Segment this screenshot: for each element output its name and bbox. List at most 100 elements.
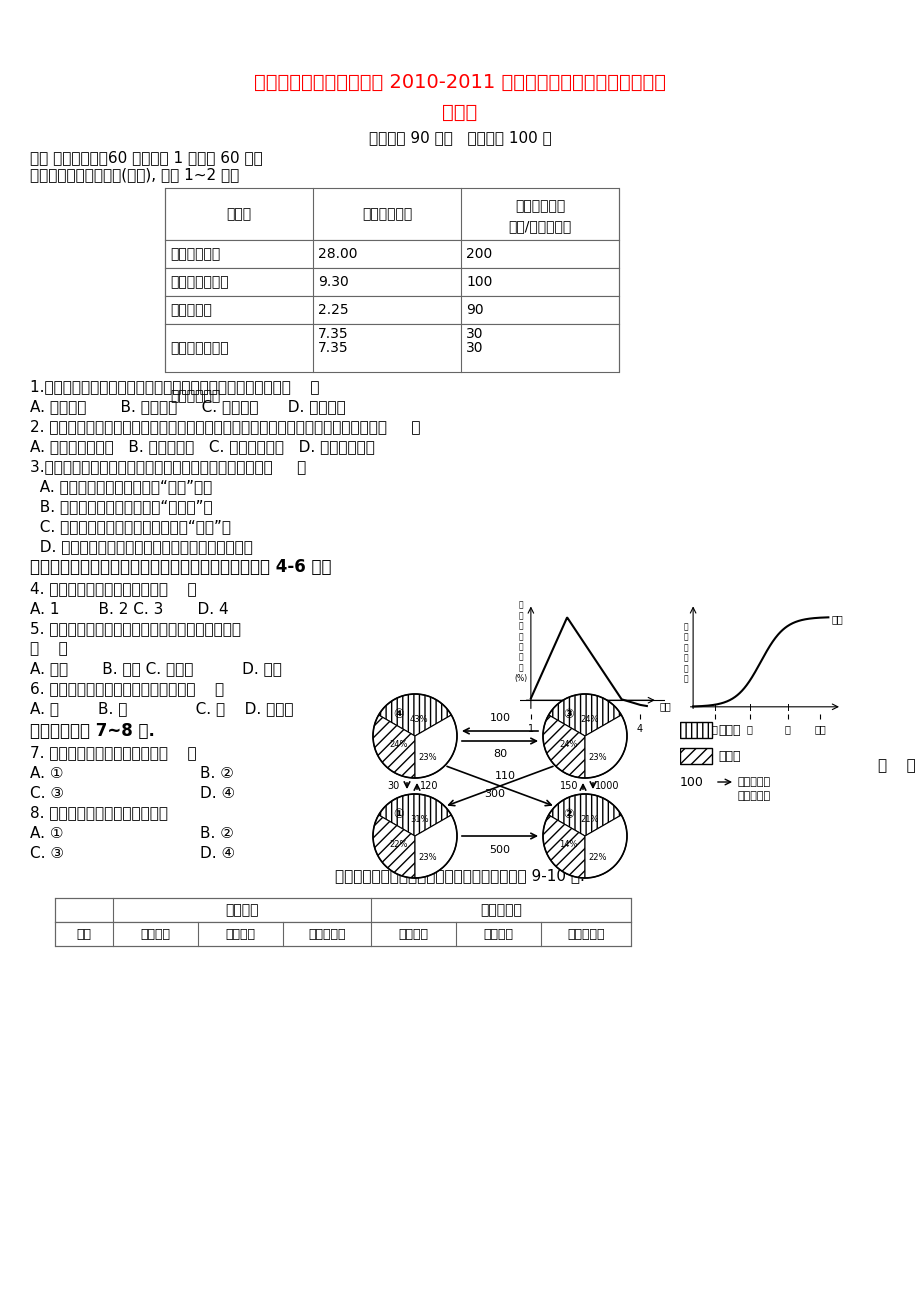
Text: 21%: 21%	[579, 815, 597, 824]
Text: 出生率: 出生率	[717, 724, 740, 737]
Text: 合理人口容量: 合理人口容量	[361, 207, 412, 221]
Text: 合理人口密度: 合理人口密度	[515, 199, 564, 214]
Wedge shape	[414, 715, 457, 779]
Text: 200: 200	[466, 247, 492, 260]
Text: 城市人口: 城市人口	[141, 927, 170, 940]
Wedge shape	[584, 815, 627, 878]
Text: 150: 150	[559, 781, 578, 792]
Text: B. ②: B. ②	[199, 825, 233, 841]
Text: 4. 该国人口达到顶峰的时间为（    ）: 4. 该国人口达到顶峰的时间为（ ）	[30, 582, 197, 596]
Text: 3.下列关于目前世界人口增长增长模式的叙述，正确的是（     ）: 3.下列关于目前世界人口增长增长模式的叙述，正确的是（ ）	[30, 460, 306, 474]
Text: A. 亚热带季风气候   B. 地中海气候   C. 温带季风气候   D. 热带雨林气候: A. 亚热带季风气候 B. 地中海气候 C. 温带季风气候 D. 热带雨林气候	[30, 440, 374, 454]
Text: 24%: 24%	[579, 715, 597, 724]
Text: 100: 100	[679, 776, 703, 789]
Text: A. ①: A. ①	[30, 825, 63, 841]
Text: 43%: 43%	[410, 715, 428, 724]
Bar	[165, 296, 618, 324]
Text: 农村人口: 农村人口	[225, 927, 255, 940]
Text: 24%: 24%	[389, 740, 407, 749]
Text: 120: 120	[419, 781, 437, 792]
Wedge shape	[414, 815, 457, 878]
Text: ③: ③	[562, 708, 573, 721]
Text: 城市人口比: 城市人口比	[308, 927, 346, 940]
Text: 农村人口: 农村人口	[483, 927, 513, 940]
Text: 23%: 23%	[587, 753, 607, 762]
Bar	[55, 898, 630, 922]
Wedge shape	[372, 715, 414, 779]
Text: 28.00: 28.00	[318, 247, 357, 260]
Text: 23%: 23%	[418, 753, 437, 762]
Text: 1000: 1000	[594, 781, 618, 792]
Text: 14%: 14%	[559, 840, 577, 849]
Text: A. 社会因素       B. 自然因素     C. 经济因素      D. 技术因素: A. 社会因素 B. 自然因素 C. 经济因素 D. 技术因素	[30, 400, 346, 414]
Bar	[165, 324, 618, 372]
Text: 年份: 年份	[76, 927, 91, 940]
Text: 2. 按表格推算下列气候类型所在地区，远没有达到合理人口容量和合理人口密度的是（     ）: 2. 按表格推算下列气候类型所在地区，远没有达到合理人口容量和合理人口密度的是（…	[30, 419, 420, 435]
Text: 100: 100	[489, 713, 510, 723]
Bar	[679, 749, 711, 764]
Text: 时间: 时间	[659, 700, 671, 711]
Text: 23%: 23%	[418, 853, 437, 862]
Text: （    ）: （ ）	[30, 642, 68, 656]
Text: 30: 30	[466, 341, 483, 355]
Text: 7. 经济发展水平最高的城市是（    ）: 7. 经济发展水平最高的城市是（ ）	[30, 746, 197, 760]
Text: A. 埃及       B. 中国 C. 新加坡          D. 德国: A. 埃及 B. 中国 C. 新加坡 D. 德国	[30, 661, 281, 677]
Wedge shape	[542, 815, 584, 878]
Text: 人
口
自
然
增
长
率
(%): 人 口 自 然 增 长 率 (%)	[514, 600, 527, 682]
Wedge shape	[542, 715, 584, 779]
Text: 温带海洋性气候: 温带海洋性气候	[170, 341, 229, 355]
Text: 读右图，回答 7~8 题.: 读右图，回答 7~8 题.	[30, 723, 154, 740]
Text: 1.表中所列人口合理容量和合理人口密度的测算主要考虑的是（    ）: 1.表中所列人口合理容量和合理人口密度的测算主要考虑的是（ ）	[30, 379, 319, 395]
Text: 22%: 22%	[588, 853, 607, 862]
Text: 8. 人口老龄化趋势显著的城市是: 8. 人口老龄化趋势显著的城市是	[30, 806, 168, 820]
Text: 气候区: 气候区	[226, 207, 251, 221]
Text: 城市人口比: 城市人口比	[567, 927, 604, 940]
Text: C. ③: C. ③	[30, 845, 64, 861]
Text: A. 甲        B. 乙              C. 丙    D. 甲和乙: A. 甲 B. 乙 C. 丙 D. 甲和乙	[30, 702, 293, 716]
Text: 24%: 24%	[559, 740, 577, 749]
Bar	[55, 922, 630, 947]
Text: 城市人口: 城市人口	[398, 927, 428, 940]
Text: 22%: 22%	[389, 840, 407, 849]
Text: 80: 80	[493, 749, 506, 759]
Text: 人数（人）: 人数（人）	[737, 792, 770, 801]
Text: 110: 110	[494, 771, 515, 781]
Text: 9.30: 9.30	[318, 275, 348, 289]
Text: 热带雨林气候: 热带雨林气候	[170, 247, 220, 260]
Bar	[165, 268, 618, 296]
Text: 发达国家: 发达国家	[225, 904, 258, 917]
Text: 2.25: 2.25	[318, 303, 348, 316]
Text: ②: ②	[562, 809, 573, 822]
Text: 温带季风气候: 温带季风气候	[170, 389, 220, 404]
Text: 30: 30	[387, 781, 399, 792]
Text: 城
市
人
口
比
重: 城 市 人 口 比 重	[684, 622, 688, 684]
Text: 300: 300	[484, 789, 505, 799]
Text: A. ①: A. ①	[30, 766, 63, 780]
Bar	[679, 723, 711, 738]
Text: 读发达国家与发展中国家城乡人口变化表，判断 9-10 题.: 读发达国家与发展中国家城乡人口变化表，判断 9-10 题.	[335, 868, 584, 884]
Wedge shape	[379, 694, 451, 736]
Text: C. 发达国家人口增长已基本转变为“三低”型: C. 发达国家人口增长已基本转变为“三低”型	[30, 519, 231, 535]
Text: B. 发展中国家人口增长属于“高高低”型: B. 发展中国家人口增长属于“高高低”型	[30, 500, 212, 514]
Text: 90: 90	[466, 303, 483, 316]
Text: 5. 下列各国中，人口发展状况与图示类型一致的是: 5. 下列各国中，人口发展状况与图示类型一致的是	[30, 621, 241, 637]
Text: 31%: 31%	[410, 815, 428, 824]
Text: 亚热带季风气候: 亚热带季风气候	[170, 275, 229, 289]
Wedge shape	[372, 815, 414, 878]
Text: 6. 当前该国城市化进程所处的阶段是（    ）: 6. 当前该国城市化进程所处的阶段是（ ）	[30, 681, 224, 697]
Text: 地中海气候: 地中海气候	[170, 303, 211, 316]
Text: 人教版: 人教版	[442, 103, 477, 121]
Text: 一、 单项选择题（60 题，每题 1 分，共 60 分）: 一、 单项选择题（60 题，每题 1 分，共 60 分）	[30, 151, 263, 165]
Wedge shape	[548, 794, 620, 836]
Text: 7.35: 7.35	[318, 327, 348, 341]
Text: ④: ④	[392, 708, 403, 721]
Text: （    ）: （ ）	[877, 759, 914, 773]
Text: D. ④: D. ④	[199, 845, 235, 861]
Text: 人口: 人口	[830, 613, 842, 624]
Bar	[165, 240, 618, 268]
Text: ①: ①	[392, 809, 403, 822]
Wedge shape	[548, 694, 620, 736]
Text: 读城市化进程和某国人口自然增长率变化曲线图，完成 4-6 题：: 读城市化进程和某国人口自然增长率变化曲线图，完成 4-6 题：	[30, 559, 331, 575]
Text: 100: 100	[466, 275, 492, 289]
Wedge shape	[584, 715, 627, 779]
